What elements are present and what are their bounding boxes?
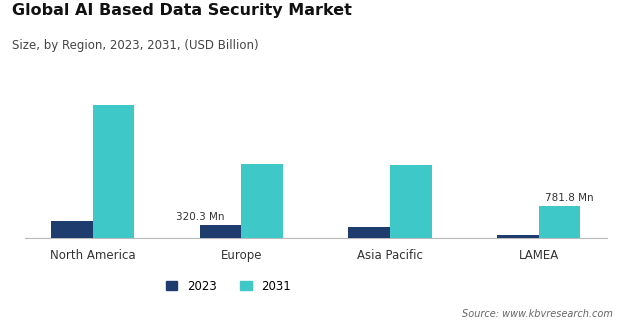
Bar: [51, 221, 93, 238]
Bar: [200, 225, 241, 238]
Text: Size, by Region, 2023, 2031, (USD Billion): Size, by Region, 2023, 2031, (USD Billio…: [12, 39, 259, 52]
Legend: 2023, 2031: 2023, 2031: [161, 275, 296, 297]
Bar: [241, 164, 283, 238]
Bar: [390, 165, 431, 238]
Text: 320.3 Mn: 320.3 Mn: [176, 213, 225, 223]
Text: Global AI Based Data Security Market: Global AI Based Data Security Market: [12, 3, 352, 18]
Text: Source: www.kbvresearch.com: Source: www.kbvresearch.com: [462, 309, 613, 319]
Text: 781.8 Mn: 781.8 Mn: [545, 193, 593, 203]
Bar: [497, 234, 539, 238]
Bar: [93, 105, 134, 238]
Bar: [539, 206, 580, 238]
Bar: [348, 227, 390, 238]
